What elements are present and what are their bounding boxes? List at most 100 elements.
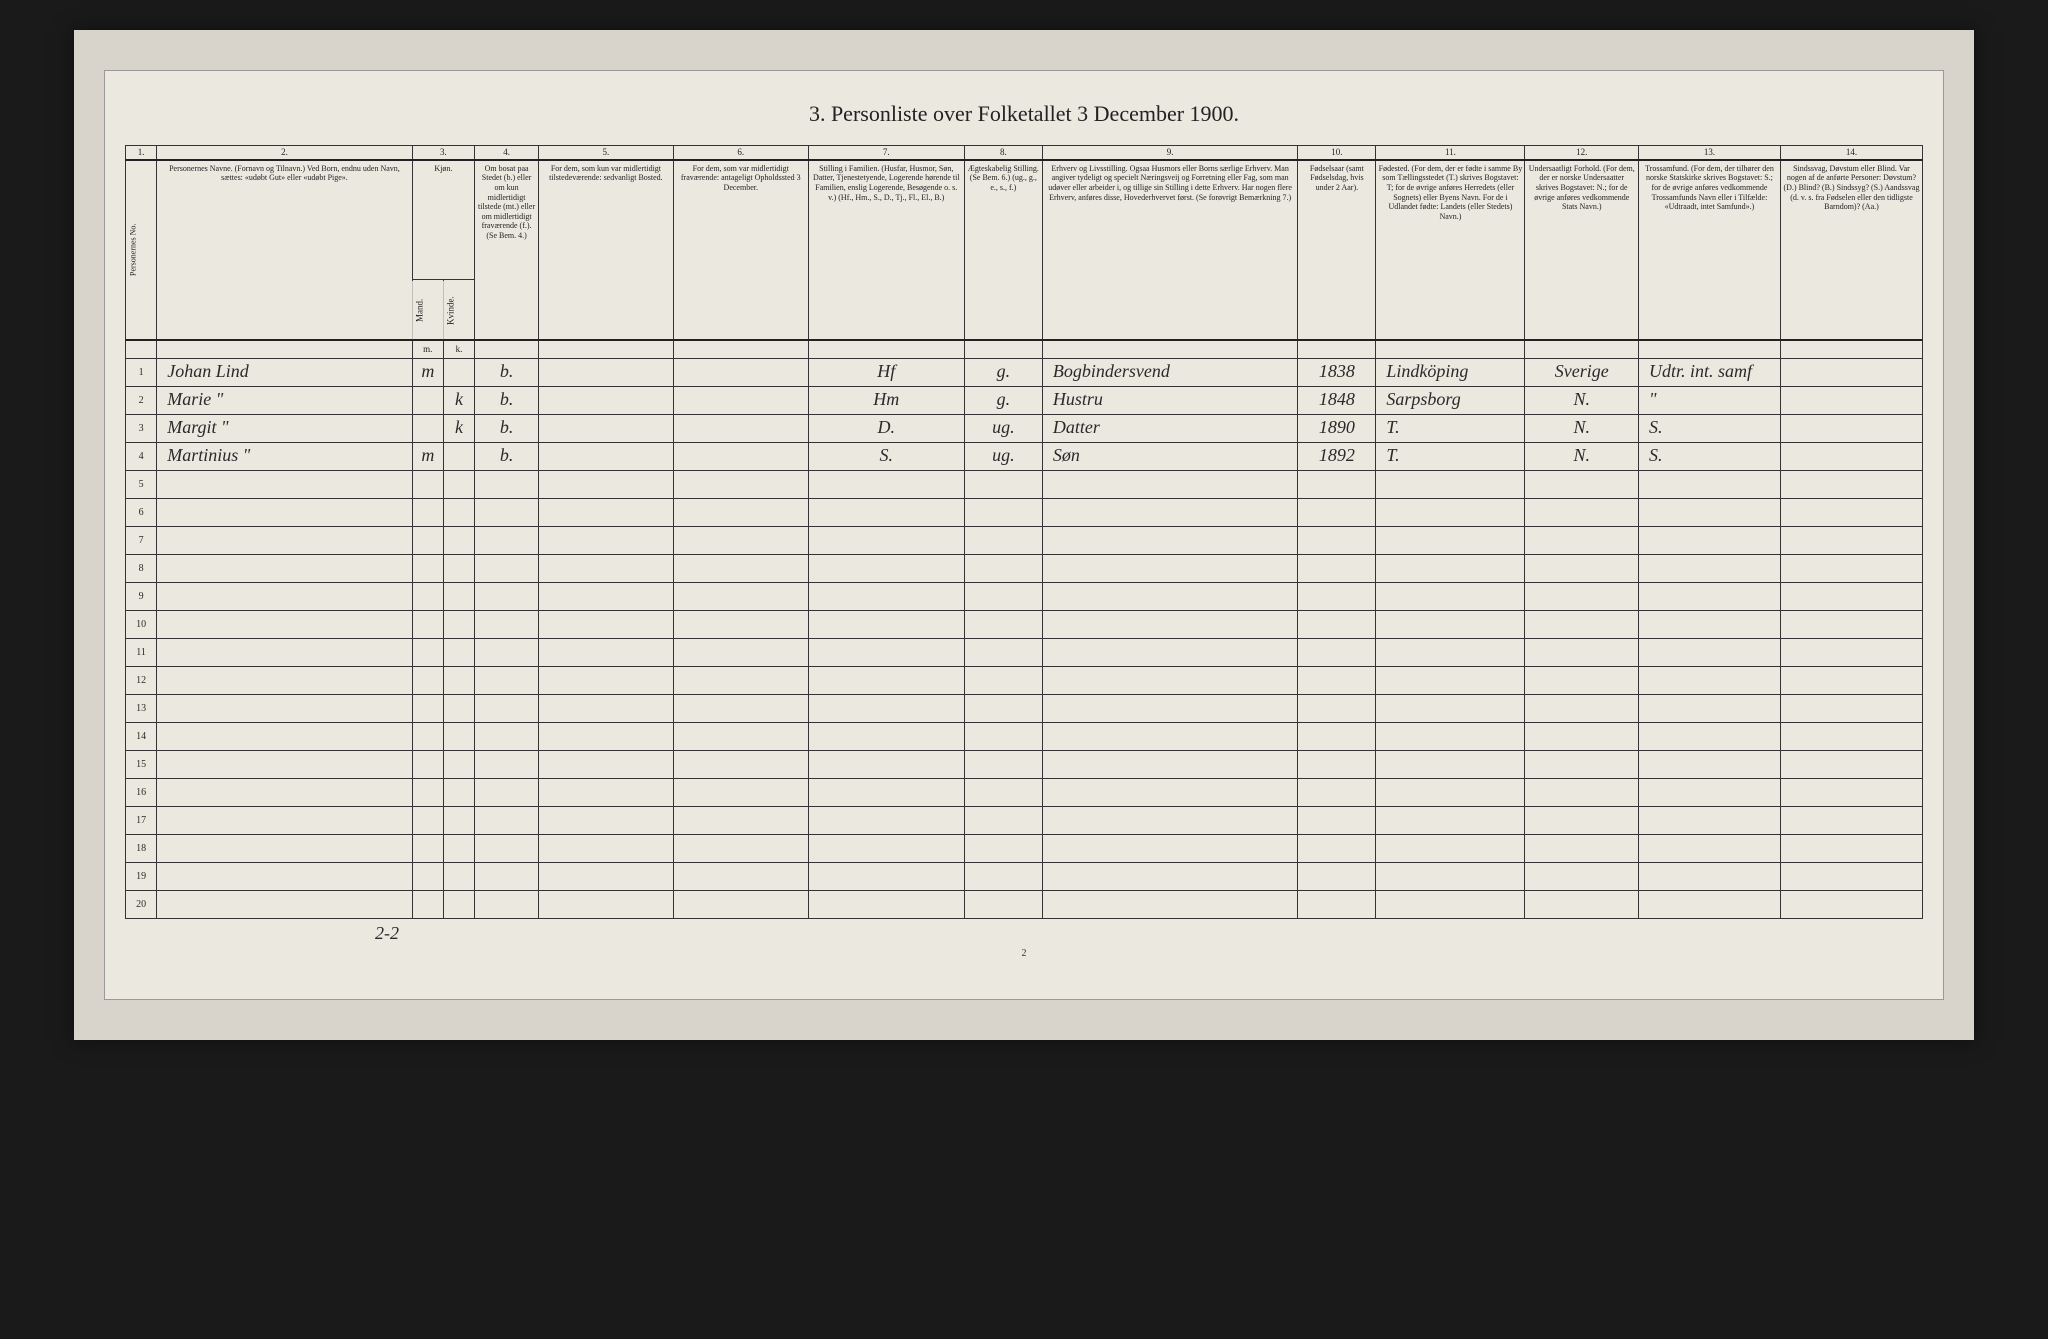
empty-cell [475,638,539,666]
empty-cell [412,498,443,526]
row-number: 12 [126,666,157,694]
empty-cell [157,666,412,694]
empty-cell [808,526,964,554]
empty-cell [475,862,539,890]
table-row-empty: 12 [126,666,1923,694]
cell-bosat: b. [475,442,539,470]
empty-cell [157,834,412,862]
cell-name: Margit " [157,414,412,442]
empty-cell [539,890,674,918]
empty-cell [1639,722,1781,750]
scan-background: 3. Personliste over Folketallet 3 Decemb… [74,30,1974,1040]
cell-c12: N. [1525,442,1639,470]
empty-cell [1780,750,1922,778]
colnum: 13. [1639,146,1781,160]
row-number: 6 [126,498,157,526]
sub-k: k. [443,340,474,358]
empty-cell [808,778,964,806]
empty-cell [1525,806,1639,834]
empty-cell [808,470,964,498]
empty-cell [1298,638,1376,666]
empty-cell [964,750,1042,778]
empty-cell [412,470,443,498]
empty-cell [1042,554,1297,582]
cell-c10: 1838 [1298,358,1376,386]
table-row-empty: 7 [126,526,1923,554]
empty-cell [1376,470,1525,498]
empty-cell [1525,694,1639,722]
colnum: 14. [1780,146,1922,160]
empty-cell [1042,862,1297,890]
empty-cell [412,694,443,722]
empty-cell [1780,834,1922,862]
header-mk-row: m. k. [126,340,1923,358]
cell-bosat: b. [475,386,539,414]
empty-cell [412,778,443,806]
header-sindssvag: Sindssvag, Døvstum eller Blind. Var noge… [1780,160,1922,340]
empty-cell [1639,806,1781,834]
empty-cell [1298,582,1376,610]
empty-cell [1298,778,1376,806]
cell-bosat: b. [475,414,539,442]
cell-c9: Hustru [1042,386,1297,414]
cell-c5 [539,414,674,442]
empty-cell [412,834,443,862]
empty-cell [1042,498,1297,526]
row-number: 2 [126,386,157,414]
empty-cell [157,778,412,806]
empty-cell [443,694,474,722]
empty-cell [157,806,412,834]
cell-c13: Udtr. int. samf [1639,358,1781,386]
cell-c9: Søn [1042,442,1297,470]
document-page: 3. Personliste over Folketallet 3 Decemb… [104,70,1944,1000]
empty-cell [475,722,539,750]
empty-cell [1780,582,1922,610]
cell-c8: g. [964,386,1042,414]
cell-c7: Hm [808,386,964,414]
cell-bosat: b. [475,358,539,386]
row-number: 13 [126,694,157,722]
empty-cell [539,582,674,610]
cell-m [412,414,443,442]
table-row-empty: 18 [126,834,1923,862]
empty-cell [475,610,539,638]
empty-cell [1780,778,1922,806]
cell-c5 [539,358,674,386]
cell-c9: Bogbindersvend [1042,358,1297,386]
header-tilstede: For dem, som kun var midlertidigt tilste… [539,160,674,340]
cell-m [412,386,443,414]
row-number: 3 [126,414,157,442]
empty-cell [1298,526,1376,554]
empty-cell [673,806,808,834]
cell-c11: T. [1376,442,1525,470]
empty-cell [1042,806,1297,834]
table-row: 4Martinius "mb.S.ug.Søn1892T.N.S. [126,442,1923,470]
empty-cell [1042,890,1297,918]
empty-cell [1376,834,1525,862]
empty-cell [1042,666,1297,694]
table-row-empty: 11 [126,638,1923,666]
empty-cell [539,694,674,722]
empty-cell [1042,582,1297,610]
empty-cell [157,554,412,582]
cell-c10: 1892 [1298,442,1376,470]
empty-cell [539,638,674,666]
header-name: Personernes Navne. (Fornavn og Tilnavn.)… [157,160,412,340]
colnum: 3. [412,146,474,160]
empty-cell [157,750,412,778]
header-personno: Personernes No. [126,160,157,340]
colnum: 12. [1525,146,1639,160]
empty-cell [808,750,964,778]
empty-cell [964,890,1042,918]
empty-cell [539,666,674,694]
empty-cell [1639,694,1781,722]
header-kvinde: Kvinde. [443,280,474,340]
empty-cell [475,470,539,498]
cell-c14 [1780,358,1922,386]
empty-cell [964,498,1042,526]
table-row-empty: 15 [126,750,1923,778]
empty-cell [673,666,808,694]
empty-cell [412,806,443,834]
empty-cell [475,554,539,582]
colnum: 4. [475,146,539,160]
